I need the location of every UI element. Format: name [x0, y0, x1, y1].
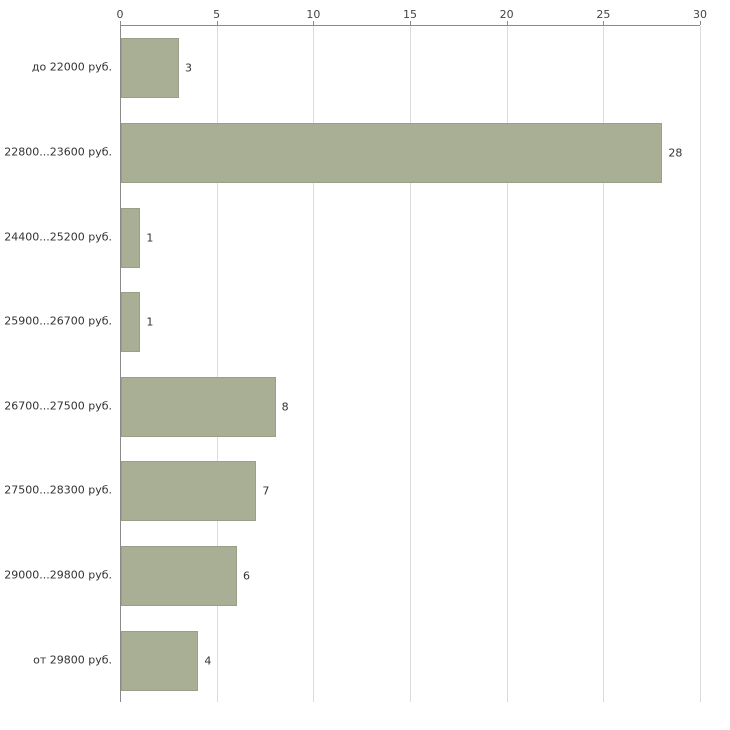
x-axis-tick-mark — [506, 21, 508, 25]
x-axis-tick-mark — [313, 21, 315, 25]
x-axis-tick-label: 20 — [499, 8, 514, 21]
bar — [121, 292, 141, 353]
value-label: 28 — [668, 146, 683, 160]
bar — [121, 461, 257, 522]
x-axis-tick-label: 15 — [403, 8, 417, 21]
bar — [121, 38, 179, 99]
value-label: 7 — [262, 484, 270, 498]
value-label: 1 — [146, 231, 154, 245]
category-label: 24400...25200 руб. — [4, 230, 112, 244]
x-axis-tick-mark — [700, 21, 701, 25]
category-label: 22800...23600 руб. — [4, 145, 112, 159]
value-label: 8 — [281, 400, 289, 414]
value-label: 6 — [243, 569, 250, 583]
gridline — [603, 26, 605, 702]
category-label: 26700...27500 руб. — [4, 399, 112, 413]
x-axis-tick-label: 30 — [693, 8, 707, 21]
x-axis-tick-label: 25 — [596, 8, 611, 21]
gridline — [410, 26, 411, 702]
bar — [121, 122, 663, 183]
category-label: 27500...28300 руб. — [4, 483, 112, 497]
x-axis-tick-mark — [410, 21, 411, 25]
category-label: до 22000 руб. — [31, 60, 112, 74]
value-label: 4 — [204, 654, 212, 668]
x-axis-tick-mark — [120, 21, 121, 25]
bar — [121, 207, 141, 268]
bar — [121, 376, 276, 437]
value-label: 1 — [146, 315, 154, 329]
x-axis-tick-label: 10 — [306, 8, 321, 21]
gridline — [506, 26, 508, 702]
x-axis-tick-label: 5 — [213, 8, 221, 21]
x-axis-tick-mark — [603, 21, 605, 25]
gridline — [700, 26, 701, 702]
gridline — [216, 26, 218, 702]
bar — [121, 630, 199, 691]
gridline — [313, 26, 315, 702]
x-axis-tick-label: 0 — [116, 8, 124, 21]
value-label: 3 — [185, 61, 192, 75]
plot-area: 3 28 1 1 8 7 6 4 — [120, 25, 701, 702]
category-label: 29000...29800 руб. — [4, 568, 112, 582]
x-axis-tick-mark — [216, 21, 218, 25]
category-label: от 29800 руб. — [33, 653, 112, 667]
category-label: 25900...26700 руб. — [4, 314, 112, 328]
bar — [121, 546, 237, 607]
